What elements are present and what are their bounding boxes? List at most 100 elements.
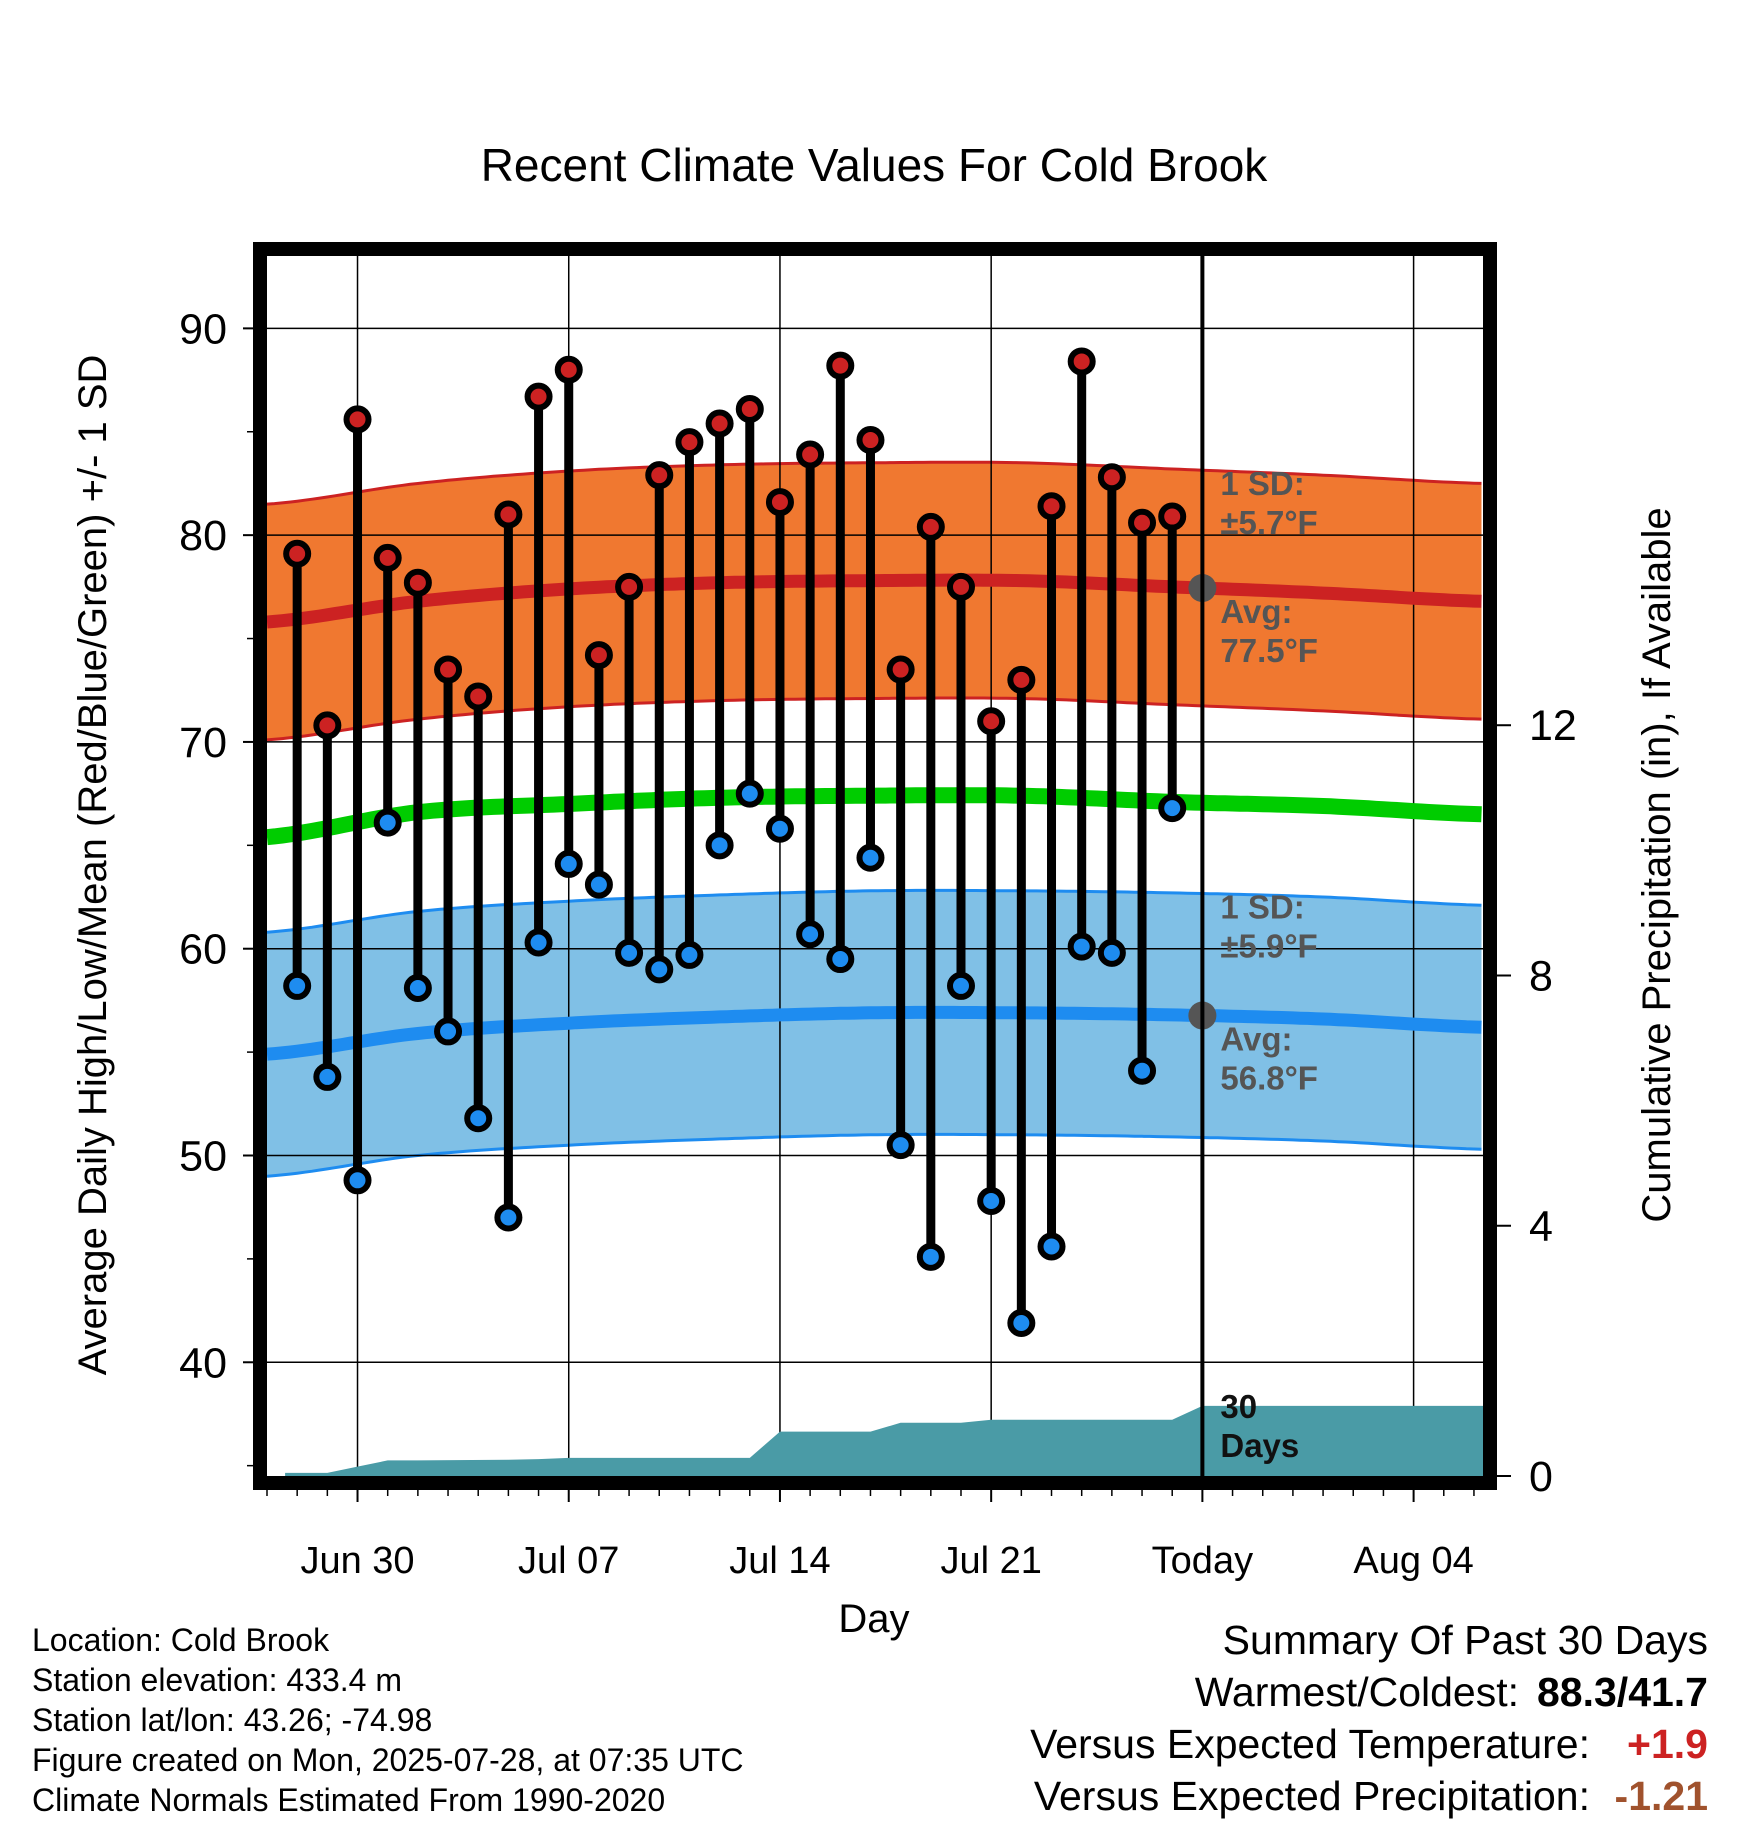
summary-warmest-row: Warmest/Coldest: 88.3/41.7 [1030, 1666, 1708, 1718]
daily-high-point [283, 539, 312, 568]
low-sd-annotation: 1 SD: ±5.9°F [1220, 889, 1317, 965]
y-right-tick-label: 4 [1529, 1203, 1553, 1251]
x-tick-label: Jul 14 [729, 1540, 830, 1582]
daily-low-point [1037, 1232, 1066, 1261]
daily-high-point [1097, 463, 1126, 492]
daily-high-point [373, 543, 402, 572]
daily-high-point [916, 512, 945, 541]
precip-area [285, 1405, 1483, 1476]
x-tick-label: Jul 07 [518, 1540, 619, 1582]
daily-high-point [826, 351, 855, 380]
daily-low-point [584, 870, 613, 899]
daily-low-point [645, 955, 674, 984]
high-avg-annotation-line: 77.5°F [1220, 632, 1318, 669]
daily-high-point [464, 682, 493, 711]
summary-warmest-value: 88.3/41.7 [1537, 1669, 1708, 1715]
y-left-tick-label: 70 [179, 719, 227, 767]
daily-low-point [615, 938, 644, 967]
high-avg-annotation-line: Avg: [1220, 593, 1292, 630]
high-sd-annotation-line: 1 SD: [1220, 465, 1304, 502]
days-annotation-line: 30 [1220, 1388, 1257, 1425]
daily-high-point [645, 461, 674, 490]
summary-precip-value: -1.21 [1614, 1773, 1708, 1819]
daily-high-point [343, 405, 372, 434]
daily-high-point [494, 500, 523, 529]
y-right-tick-label: 8 [1529, 952, 1553, 1000]
daily-high-point [705, 409, 734, 438]
high-avg-annotation: Avg: 77.5°F [1220, 593, 1318, 669]
daily-low-point [826, 945, 855, 974]
y-right-tick-label: 12 [1529, 702, 1577, 750]
plot-frame [253, 242, 1497, 1490]
daily-low-point [313, 1062, 342, 1091]
low-sd-upper-edge [267, 888, 1482, 934]
info-latlon: Station lat/lon: 43.26; -74.98 [32, 1702, 433, 1738]
low-avg-annotation-line: Avg: [1220, 1021, 1292, 1058]
daily-high-point [977, 707, 1006, 736]
daily-high-point [1067, 347, 1096, 376]
daily-low-point [886, 1131, 915, 1160]
daily-low-point [705, 831, 734, 860]
daily-low-point [856, 843, 885, 872]
summary-precip-row: Versus Expected Precipitation: -1.21 [1030, 1770, 1708, 1822]
chart-title: Recent Climate Values For Cold Brook [481, 139, 1269, 191]
summary-warmest-label: Warmest/Coldest: [1194, 1669, 1519, 1715]
days-annotation: 30 Days [1220, 1388, 1299, 1464]
info-created: Figure created on Mon, 2025-07-28, at 07… [32, 1742, 744, 1778]
x-tick-label: Jul 21 [940, 1540, 1041, 1582]
y-left-tick-label: 50 [179, 1132, 227, 1180]
daily-high-point [554, 355, 583, 384]
y-left-tick-label: 90 [179, 305, 227, 353]
y-left-tick-label: 80 [179, 512, 227, 560]
x-tick-label: Today [1152, 1540, 1253, 1582]
summary-temp-value: +1.9 [1627, 1721, 1708, 1767]
daily-low-point [1158, 794, 1187, 823]
daily-high-point [615, 572, 644, 601]
summary-temp-row: Versus Expected Temperature: +1.9 [1030, 1718, 1708, 1770]
daily-low-point [494, 1203, 523, 1232]
daily-high-point [434, 655, 463, 684]
days-annotation-line: Days [1220, 1427, 1299, 1464]
daily-high-point [1128, 508, 1157, 537]
info-elevation: Station elevation: 433.4 m [32, 1662, 403, 1698]
daily-high-point [796, 440, 825, 469]
precip-area-group [285, 1405, 1483, 1476]
daily-low-point [403, 974, 432, 1002]
daily-high-point [886, 655, 915, 684]
x-tick-label: Aug 04 [1353, 1540, 1473, 1582]
high-sd-annotation-line: ±5.7°F [1220, 504, 1317, 541]
daily-low-point [916, 1242, 945, 1271]
axes: 40 50 60 70 80 90 0 4 8 12 Jun 30 Jul 07 Jul 14 Jul 2… [179, 305, 1577, 1582]
daily-low-point [977, 1186, 1006, 1215]
daily-high-point [584, 641, 613, 670]
daily-high-point [1007, 665, 1036, 694]
y-axis-left-label: Average Daily High/Low/Mean (Red/Blue/Gr… [71, 355, 115, 1376]
daily-low-point [675, 940, 704, 969]
daily-points [283, 347, 1187, 1337]
low-avg-line [267, 1005, 1482, 1061]
daily-high-point [524, 382, 553, 411]
low-avg-annotation-line: 56.8°F [1220, 1060, 1318, 1097]
daily-low-point [283, 971, 312, 1000]
daily-low-point [1007, 1308, 1036, 1337]
daily-low-point [464, 1104, 493, 1133]
x-axis-label: Day [838, 1597, 909, 1641]
summary-temp-label: Versus Expected Temperature: [1030, 1721, 1590, 1767]
daily-high-point [403, 568, 432, 597]
daily-high-point [856, 426, 885, 455]
y-left-tick-label: 40 [179, 1339, 227, 1387]
daily-high-point [946, 572, 975, 601]
x-tick-label: Jun 30 [300, 1540, 414, 1582]
summary-title: Summary Of Past 30 Days [1222, 1617, 1708, 1663]
daily-low-point [524, 928, 553, 957]
daily-high-point [675, 428, 704, 457]
daily-low-point [1067, 932, 1096, 961]
daily-low-point [765, 814, 794, 843]
daily-low-point [343, 1166, 372, 1195]
daily-range-stems [292, 361, 1177, 1323]
y-axis-right-label: Cumulative Precipitation (in), If Availa… [1635, 507, 1679, 1222]
daily-low-point [735, 779, 764, 808]
daily-high-point [313, 711, 342, 740]
